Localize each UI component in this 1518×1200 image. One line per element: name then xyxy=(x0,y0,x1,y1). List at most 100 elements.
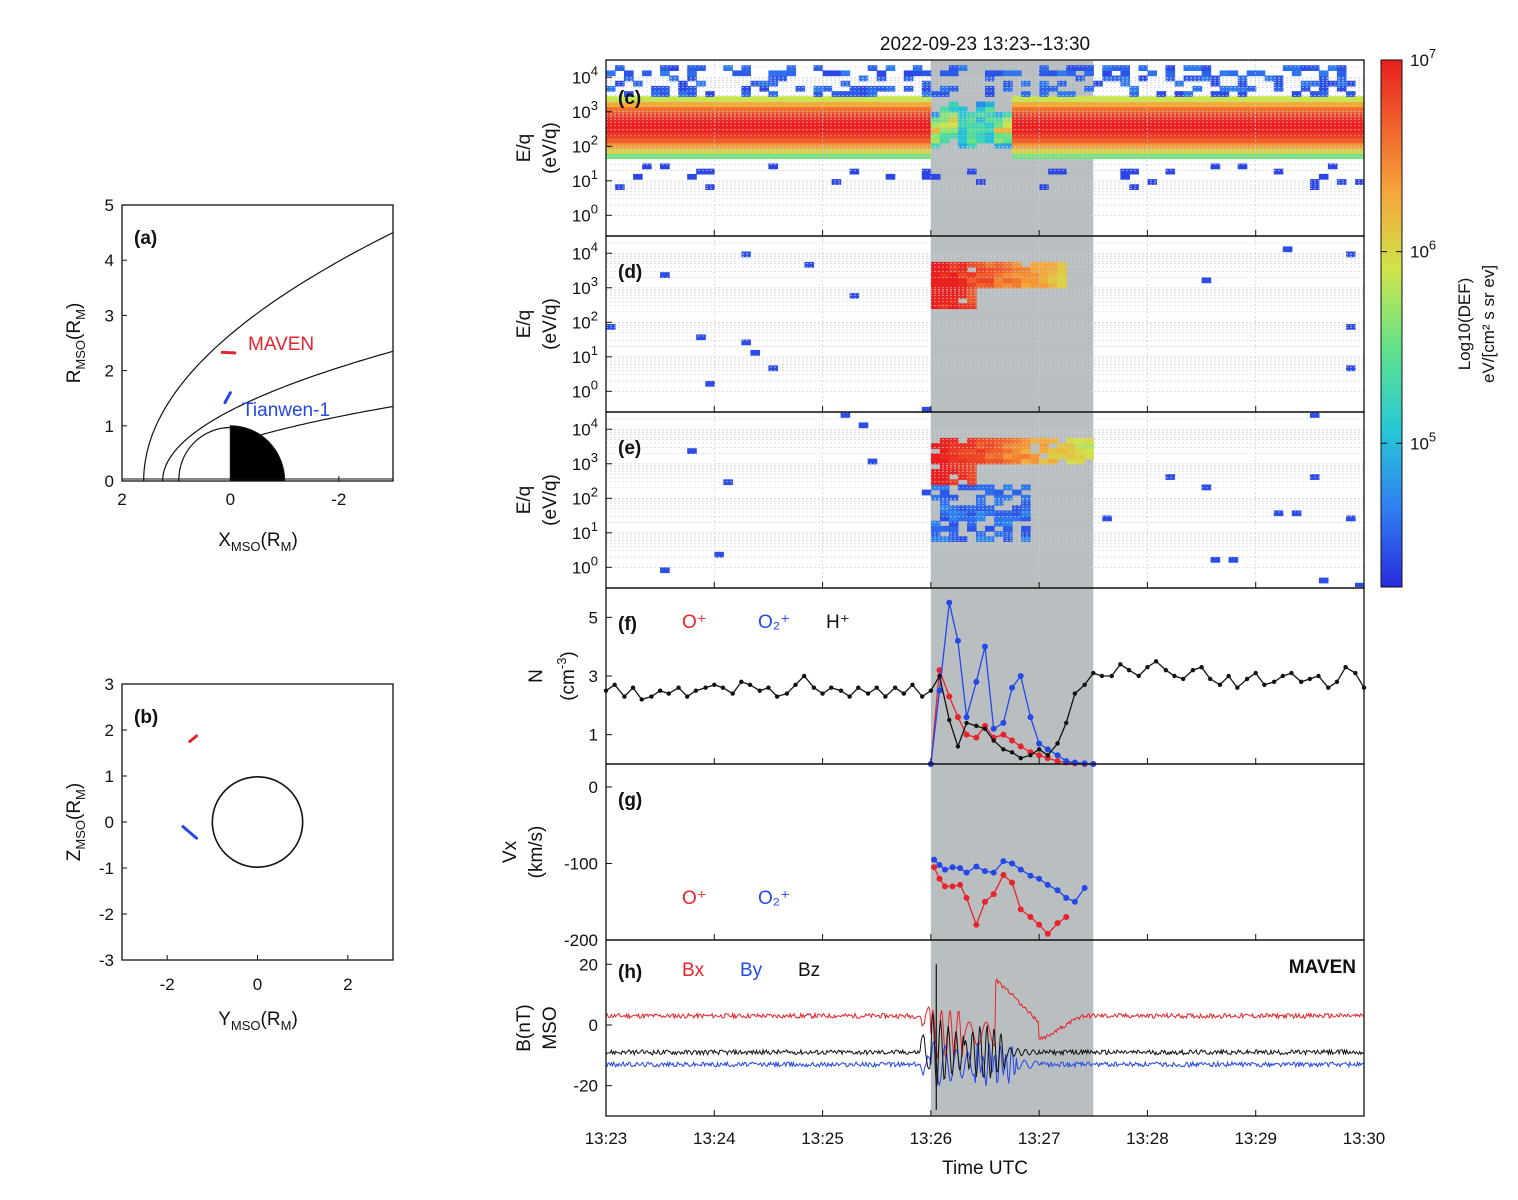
spectro-c-pixel xyxy=(1174,142,1185,149)
spectro-c-pixel xyxy=(732,137,742,144)
spectro-pixel xyxy=(948,479,959,486)
spectro-c-pixel xyxy=(786,153,797,159)
spectro-pixel xyxy=(1057,282,1067,289)
spectro-c-pixel xyxy=(750,106,760,113)
spectro-c-pixel xyxy=(1075,153,1085,159)
spectro-c-pixel xyxy=(1129,148,1139,154)
spectro-c-pixel xyxy=(1210,111,1221,118)
spectro-c-pixel xyxy=(777,111,788,118)
spectro-c-pixel xyxy=(840,111,851,118)
spectro-c-pixel xyxy=(1237,132,1248,139)
spectro-c-pixel xyxy=(1246,137,1257,144)
spectro-c-pixel xyxy=(1120,153,1130,159)
spectro-c-pixel xyxy=(930,137,941,144)
spectro-c-pixel xyxy=(1291,132,1302,139)
spectro-c-pixel xyxy=(1346,148,1356,154)
point-f-2 xyxy=(820,691,825,696)
spectro-pixel xyxy=(930,494,941,501)
spectro-c-pixel xyxy=(1264,96,1275,102)
spectro-c-pixel xyxy=(1066,153,1076,159)
point-f-2 xyxy=(1280,673,1285,679)
spectro-c-pixel xyxy=(750,111,760,118)
spectro-pixel xyxy=(948,525,959,532)
spectro-c-pixel xyxy=(705,127,715,134)
spectro-c-pixel xyxy=(795,111,806,118)
spectro-pixel xyxy=(948,453,959,460)
spectro-c-pixel xyxy=(1228,116,1239,123)
spectro-c-pixel xyxy=(813,127,824,134)
spectro-pixel xyxy=(939,267,950,273)
spectro-c-pixel xyxy=(1147,101,1157,108)
spectro-c-pixel xyxy=(1066,116,1076,123)
spectro-c-pixel xyxy=(732,101,742,108)
spectro-c-pixel xyxy=(867,142,878,149)
spectro-c-pixel xyxy=(849,122,860,128)
spectro-c-pixel xyxy=(669,106,679,113)
spectro-c-pixel xyxy=(1264,148,1275,154)
spectro-c-pixel xyxy=(1165,96,1176,102)
spectro-c-pixel xyxy=(615,116,625,123)
point-f-1 xyxy=(1009,684,1016,691)
spectro-pixel xyxy=(948,282,959,289)
ytick-label-spec: 102 xyxy=(572,308,598,332)
spectro-c-pixel xyxy=(705,153,715,159)
spectro-c-pixel xyxy=(1291,96,1302,102)
spectro-pixel xyxy=(1030,437,1040,444)
spectro-c-pixel xyxy=(615,137,625,144)
spectro-c-pixel xyxy=(1327,127,1338,134)
spectro-c-pixel xyxy=(633,173,643,180)
spectro-c-pixel xyxy=(633,153,643,159)
spectro-c-pixel xyxy=(1084,127,1094,134)
spectro-c-pixel xyxy=(1300,122,1311,128)
spectro-pixel xyxy=(967,520,977,527)
spectro-c-pixel xyxy=(795,116,806,123)
spectro-c-pixel xyxy=(1264,132,1275,139)
spectro-pixel xyxy=(948,463,959,470)
spectro-c-pixel xyxy=(705,137,715,144)
spectro-c-pixel xyxy=(985,111,995,118)
spectro-c-pixel xyxy=(948,111,959,118)
spectro-c-pixel xyxy=(1147,127,1157,134)
spectro-c-pixel xyxy=(642,163,652,170)
spectro-pixel xyxy=(939,489,950,496)
ylabel-g-line1: Vx xyxy=(500,840,521,863)
spectro-c-pixel xyxy=(723,116,733,123)
spectro-c-pixel xyxy=(813,116,824,123)
spectro-c-pixel xyxy=(1210,96,1221,102)
spectro-c-pixel xyxy=(1147,96,1157,102)
spectro-pixel xyxy=(1309,412,1320,418)
spectro-c-pixel xyxy=(912,65,923,71)
spectro-pixel xyxy=(948,505,959,511)
spectro-c-pixel xyxy=(1318,80,1329,87)
spectro-c-pixel xyxy=(1192,137,1203,144)
spectro-c-pixel xyxy=(994,122,1004,128)
spectro-c-pixel xyxy=(651,85,661,92)
spectro-c-pixel xyxy=(1318,111,1329,118)
spectro-c-pixel xyxy=(714,142,724,149)
panel-h-lines xyxy=(606,964,1364,1110)
spectro-c-pixel xyxy=(669,142,679,149)
spectro-pixel xyxy=(994,261,1004,268)
point-g-1 xyxy=(1017,866,1024,873)
spectro-c-pixel xyxy=(1030,116,1040,123)
spectro-c-pixel xyxy=(687,70,697,77)
spectro-pixel xyxy=(967,298,977,304)
spectro-c-pixel xyxy=(1003,116,1013,123)
spectro-c-pixel xyxy=(1237,80,1248,87)
spectro-c-pixel xyxy=(1291,148,1302,154)
spectro-c-pixel xyxy=(804,127,815,134)
panel-b-xlabel: YMSO(RM) xyxy=(218,1009,298,1033)
spectro-pixel xyxy=(1228,556,1239,563)
spectro-pixel xyxy=(957,484,968,491)
spectro-c-pixel xyxy=(696,127,706,134)
spectro-pixel xyxy=(985,489,995,496)
spectro-c-pixel xyxy=(976,116,986,123)
spectro-c-pixel xyxy=(867,106,878,113)
spectro-pixel xyxy=(840,412,851,418)
spectro-c-pixel xyxy=(795,127,806,134)
spectro-c-pixel xyxy=(777,148,788,154)
spectro-pixel xyxy=(985,272,995,278)
spectro-c-pixel xyxy=(831,127,842,134)
spectro-pixel xyxy=(750,349,760,356)
spectro-c-pixel xyxy=(876,106,887,113)
